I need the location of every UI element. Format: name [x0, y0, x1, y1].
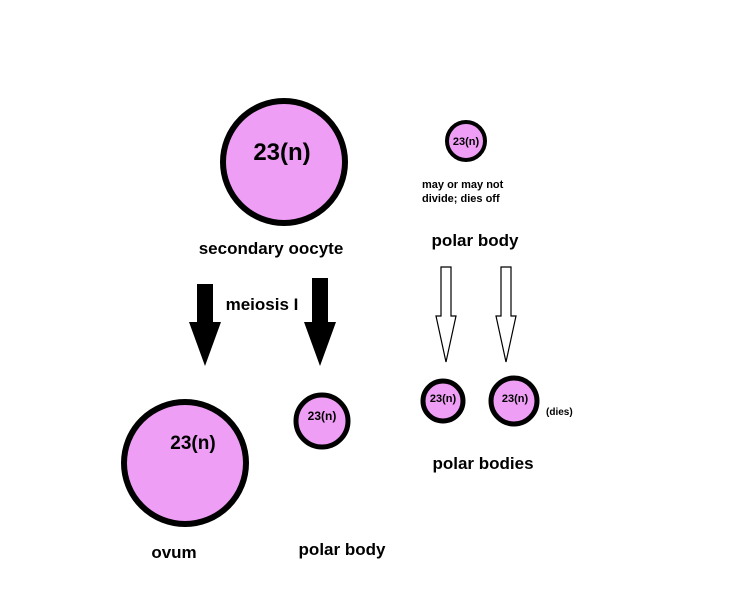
polar-body-top-label: polar body — [432, 231, 519, 250]
polar-body-top-note-line1: may or may not — [422, 179, 504, 191]
secondary-oocyte-ploidy: 23(n) — [253, 139, 310, 166]
polar-body-top-cell — [445, 120, 487, 162]
meiosis-arrow-right — [304, 278, 336, 366]
meiosis-arrow-left — [189, 284, 221, 366]
polar-division-arrow-right — [495, 266, 517, 363]
polar-body-bottom-label: polar body — [299, 540, 386, 559]
polar-body-right-note: (dies) — [546, 407, 573, 418]
polar-body-left-ploidy: 23(n) — [430, 393, 457, 405]
polar-body-top-ploidy: 23(n) — [453, 136, 480, 148]
polar-bodies-label: polar bodies — [432, 454, 533, 473]
secondary-oocyte-cell — [220, 98, 348, 226]
meiosis-label: meiosis I — [226, 295, 299, 314]
ovum-ploidy: 23(n) — [170, 433, 215, 454]
polar-body-bottom-ploidy: 23(n) — [308, 409, 337, 423]
secondary-oocyte-label: secondary oocyte — [199, 239, 344, 258]
polar-body-left-cell — [420, 378, 466, 424]
polar-body-top-note-line2: divide; dies off — [422, 193, 500, 205]
polar-body-right-ploidy: 23(n) — [502, 393, 529, 405]
polar-body-right-cell — [488, 375, 540, 427]
polar-body-bottom-cell — [293, 392, 351, 450]
polar-division-arrow-left — [435, 266, 457, 363]
ovum-label: ovum — [151, 543, 196, 562]
ovum-cell — [121, 399, 249, 527]
